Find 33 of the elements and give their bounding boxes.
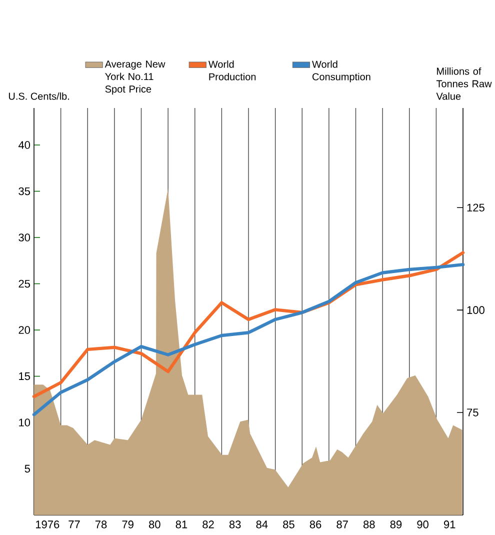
y-tick-label: 10 [19, 418, 30, 426]
x-tick-label: 83 [229, 520, 241, 528]
y-tick-label: 5 [24, 464, 30, 473]
x-tick-label: 85 [283, 520, 294, 528]
x-tick-label: 79 [122, 520, 134, 528]
y-axis-title: U.S. Cents/lb. [8, 92, 69, 100]
x-tick-label: 78 [95, 520, 107, 528]
y2-tick-label: 75 [467, 408, 478, 416]
x-tick-label: 77 [68, 520, 80, 528]
x-tick-label: 91 [444, 520, 456, 528]
y-tick-label: 20 [18, 326, 30, 334]
legend-label: World Consumption [312, 60, 370, 82]
y2-tick-label: 125 [467, 204, 484, 212]
x-tick-label: 88 [364, 520, 375, 528]
x-tick-label: 84 [256, 520, 268, 528]
x-tick-label: 90 [417, 520, 428, 528]
y-tick-label: 35 [18, 187, 30, 196]
x-tick-label: 82 [202, 520, 214, 528]
x-tick-label: 1976 [36, 520, 60, 528]
x-tick-label: 86 [310, 520, 322, 528]
line-series [32, 262, 465, 416]
y2-tick-label: 100 [467, 306, 484, 314]
y-tick-label: 25 [18, 280, 30, 288]
x-tick-label: 89 [390, 520, 402, 528]
y-tick-label: 15 [19, 372, 30, 380]
x-tick-label: 81 [176, 520, 188, 528]
y2-axis-title: Millions of Tonnes Raw Value [436, 67, 492, 100]
x-tick-label: 87 [336, 520, 348, 528]
x-tick-label: 80 [149, 520, 160, 528]
legend-label: World Production [208, 60, 256, 80]
y-tick-label: 30 [18, 234, 30, 242]
legend-label: Average New York No.11 Spot Price [104, 60, 166, 95]
y-tick-label: 40 [18, 141, 30, 149]
